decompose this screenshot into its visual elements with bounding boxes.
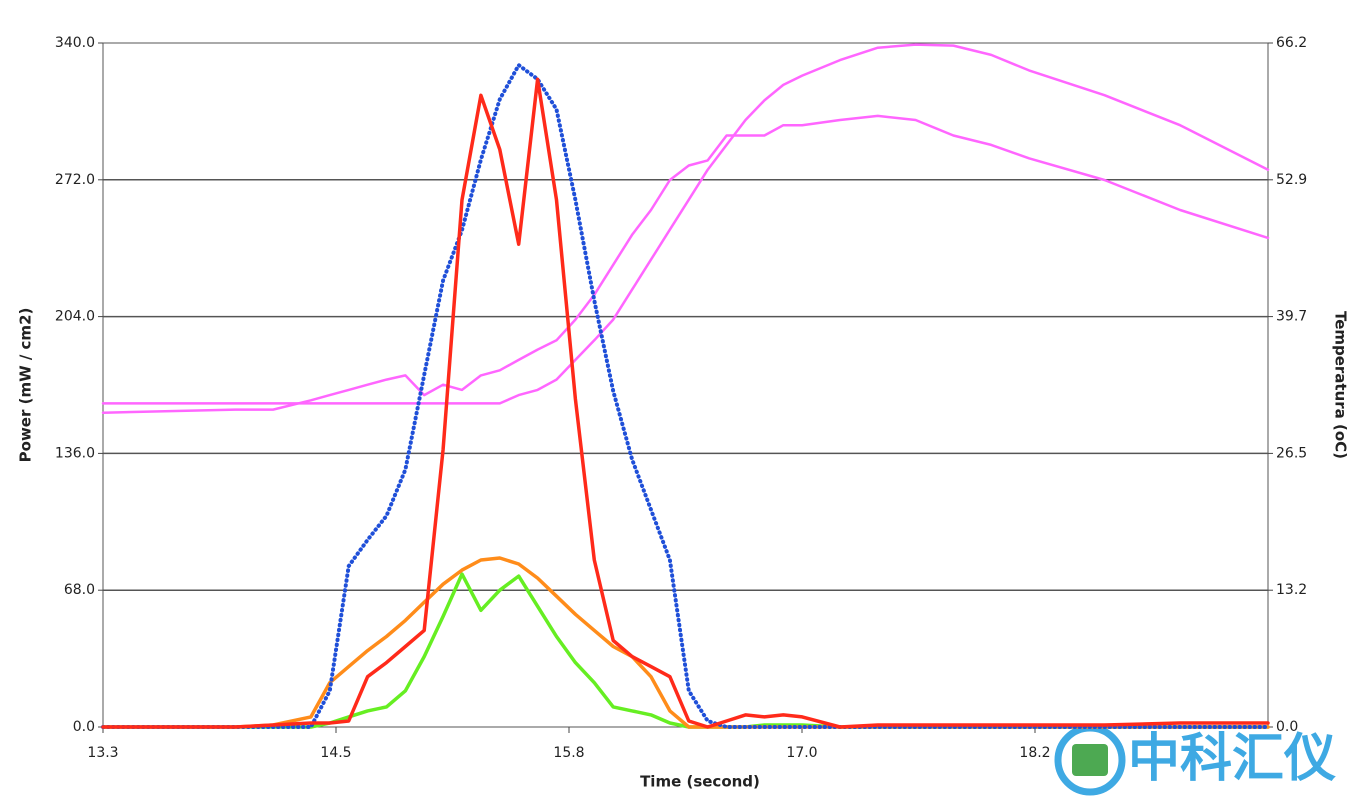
x-tick-label: 15.8 [553,745,584,761]
y-tick-label: 340.0 [55,35,95,51]
y-tick-label: 204.0 [55,309,95,325]
plot-frame [102,42,1269,728]
y2-tick-label: 0.0 [1276,719,1298,735]
y2-tick-label: 39.7 [1276,309,1307,325]
series-line [101,43,1270,405]
x-tick-label: 14.5 [320,745,351,761]
y2-axis-label: Temperatura (oC) [1332,311,1350,459]
watermark: 中科汇仪 [1054,724,1336,796]
series-line [101,556,1270,729]
watermark-text: 中科汇仪 [1128,729,1336,789]
y-axis-label: Power (mW / cm2) [17,308,35,463]
y-tick-label: 272.0 [55,172,95,188]
y2-tick-label: 66.2 [1276,35,1307,51]
y-tick-label: 68.0 [64,582,95,598]
series-line [101,572,1270,729]
y-tick-label: 0.0 [73,719,95,735]
logo-core [1072,744,1108,776]
x-tick-label: 17.0 [786,745,817,761]
x-axis-label: Time (second) [640,773,760,791]
x-tick-label: 13.3 [87,745,118,761]
series-line [101,114,1270,414]
series-line [101,77,1270,729]
y2-tick-label: 52.9 [1276,172,1307,188]
y2-tick-label: 13.2 [1276,582,1307,598]
y-tick-label: 136.0 [55,445,95,461]
y2-tick-label: 26.5 [1276,445,1307,461]
x-tick-label: 18.2 [1019,745,1050,761]
series-line [101,63,1270,729]
